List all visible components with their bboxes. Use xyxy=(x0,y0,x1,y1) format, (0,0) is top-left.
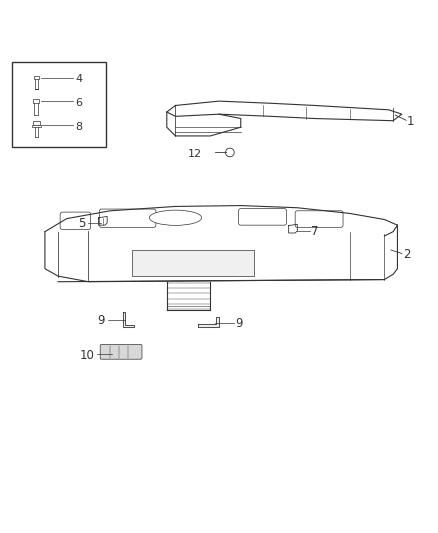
FancyBboxPatch shape xyxy=(295,211,343,228)
FancyBboxPatch shape xyxy=(60,212,91,230)
Text: 9: 9 xyxy=(236,318,243,330)
Bar xyxy=(33,99,39,103)
Bar xyxy=(32,125,41,127)
Text: 7: 7 xyxy=(311,225,319,238)
Text: 8: 8 xyxy=(75,122,82,132)
Bar xyxy=(132,250,254,276)
Text: 9: 9 xyxy=(98,314,105,327)
Text: 5: 5 xyxy=(78,217,85,230)
Bar xyxy=(12,62,106,147)
FancyBboxPatch shape xyxy=(239,208,286,225)
FancyBboxPatch shape xyxy=(99,209,156,228)
Text: 10: 10 xyxy=(80,349,95,362)
Polygon shape xyxy=(123,312,134,327)
Bar xyxy=(33,120,40,125)
Text: 1: 1 xyxy=(407,115,414,128)
Text: 12: 12 xyxy=(187,149,201,159)
Polygon shape xyxy=(198,317,219,327)
Text: 4: 4 xyxy=(75,75,82,84)
FancyBboxPatch shape xyxy=(100,344,142,359)
Text: 6: 6 xyxy=(75,98,82,108)
Text: 2: 2 xyxy=(403,248,410,261)
Ellipse shape xyxy=(149,210,201,225)
Bar xyxy=(34,76,39,79)
